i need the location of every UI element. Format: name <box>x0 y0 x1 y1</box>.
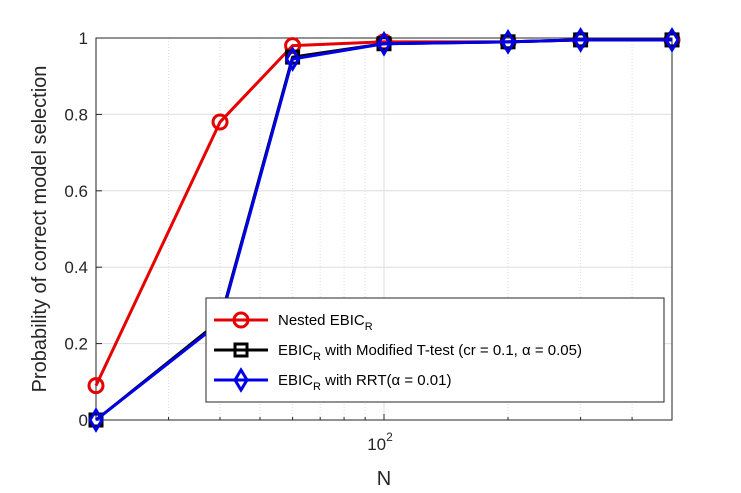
data-point-diamond <box>664 26 680 53</box>
y-tick-label: 0.6 <box>64 182 88 201</box>
data-point-circle <box>87 377 105 395</box>
legend-label: EBICR with Modified T-test (cr = 0.1, α … <box>278 342 582 363</box>
data-point-diamond <box>284 46 301 72</box>
y-axis-label: Probability of correct model selection <box>29 66 51 393</box>
data-point-circle <box>211 113 229 131</box>
y-tick-label: 0.8 <box>64 105 88 124</box>
legend-marker-square <box>233 342 249 358</box>
legend: Nested EBICR EBICR with Modified T-test (… <box>205 297 665 403</box>
y-tick-label: 1 <box>79 29 88 48</box>
legend-box <box>205 297 665 403</box>
data-point-diamond <box>500 28 516 55</box>
legend-marker-diamond <box>233 367 249 393</box>
y-tick-label: 0.4 <box>64 258 88 277</box>
data-point-diamond <box>376 30 392 57</box>
legend-item: Nested EBICR <box>214 311 373 333</box>
legend-label: EBICR with RRT(α = 0.01) <box>278 372 452 393</box>
legend-item: EBICR with RRT(α = 0.01) <box>214 367 452 393</box>
data-point-diamond <box>572 26 589 53</box>
y-tick-label: 0 <box>79 411 88 430</box>
legend-item: EBICR with Modified T-test (cr = 0.1, α … <box>214 342 582 363</box>
x-tick-label: 102 <box>367 430 393 454</box>
x-axis-label: N <box>377 468 391 490</box>
axis-ticks: 0 0.2 0.4 0.6 0.8 1 102 <box>64 29 673 454</box>
data-point-circle <box>284 37 302 55</box>
y-tick-label: 0.2 <box>64 335 88 354</box>
legend-marker-circle <box>232 311 250 329</box>
legend-label: Nested EBICR <box>278 312 373 333</box>
data-point-diamond <box>88 407 104 433</box>
